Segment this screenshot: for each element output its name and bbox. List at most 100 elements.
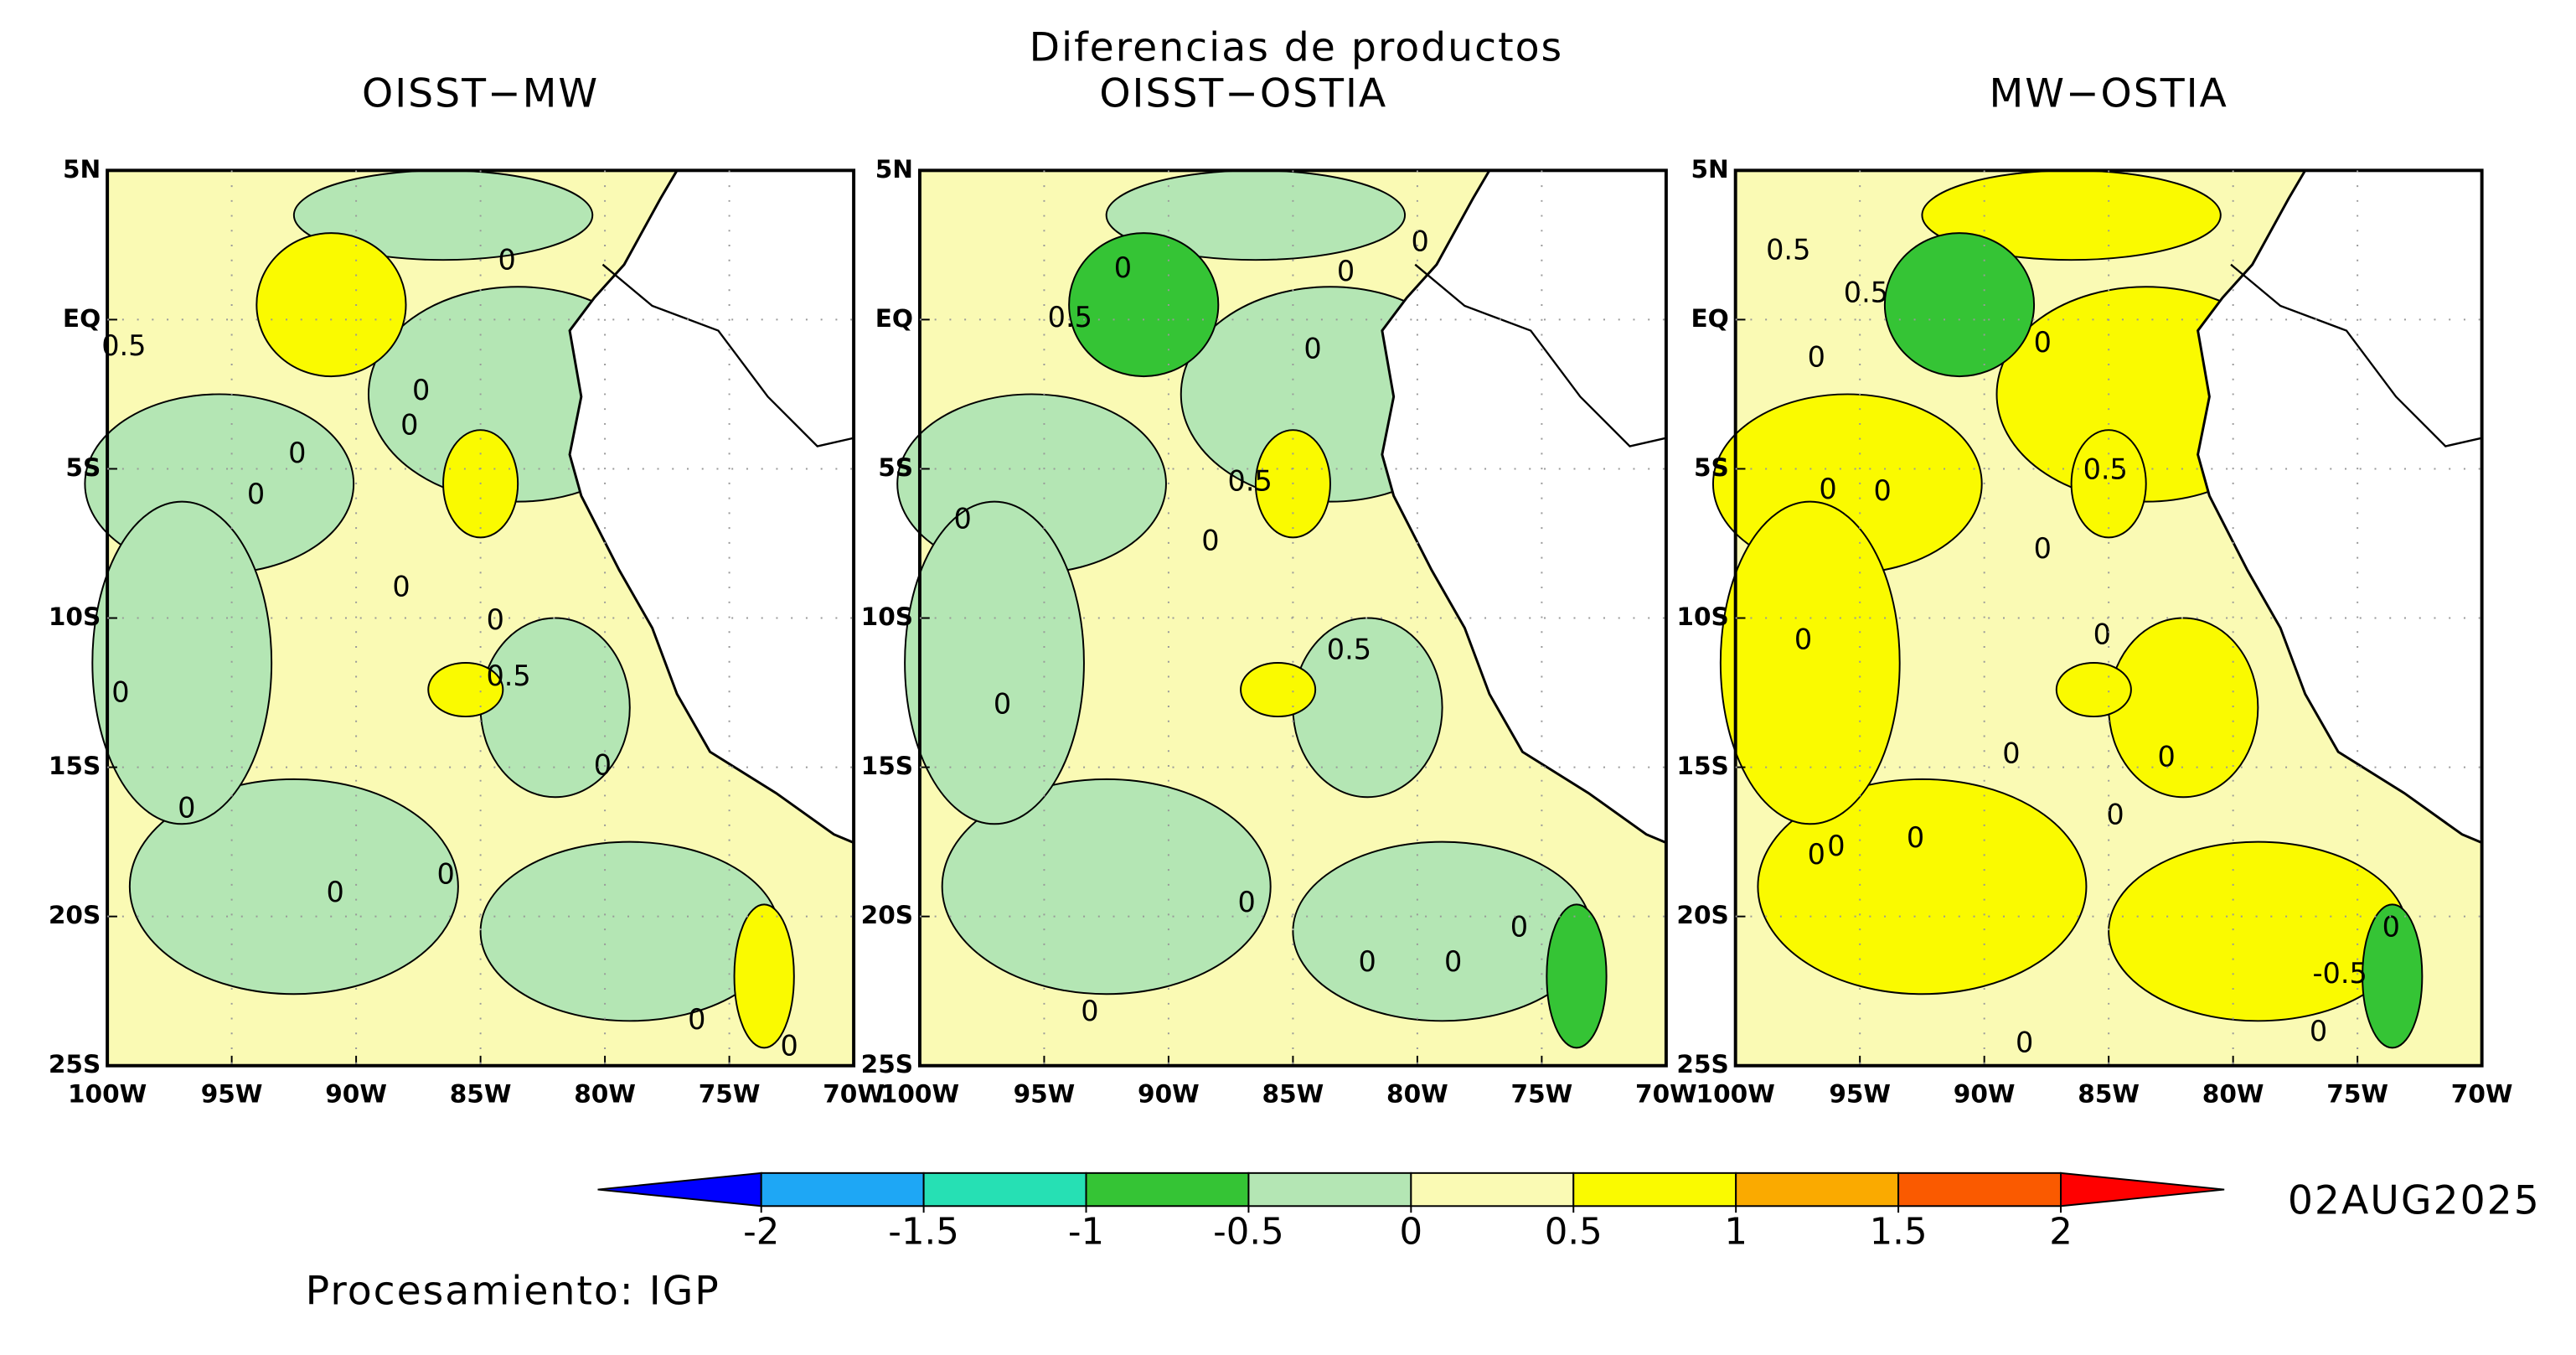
contour-label: 0.5 <box>1048 301 1092 334</box>
contour-label: 0.5 <box>2083 453 2128 486</box>
y-tick-label: EQ <box>63 304 101 333</box>
colorbar-box <box>922 1171 1087 1208</box>
colorbar-box <box>1897 1171 2062 1208</box>
y-tick-label: 20S <box>49 901 101 929</box>
contour-label: 0 <box>111 676 129 709</box>
contour-label: 0 <box>594 748 612 781</box>
colorbar-tick-label: 1.5 <box>1870 1211 1928 1253</box>
x-tick-label: 75W <box>1511 1080 1573 1109</box>
contour-label: -0.5 <box>2312 957 2367 990</box>
y-tick-label: 5S <box>1694 453 1729 482</box>
field-patch <box>904 500 1085 825</box>
y-tick-label: 25S <box>49 1050 101 1078</box>
contour-label: 0 <box>1907 821 1924 854</box>
field-patch <box>479 840 780 1022</box>
y-tick-label: EQ <box>875 304 913 333</box>
y-tick-label: 15S <box>49 752 101 780</box>
contour-label: 0.5 <box>1327 633 1371 665</box>
contour-label: 0 <box>1303 333 1321 365</box>
y-tick-label: 25S <box>861 1050 913 1078</box>
field-patch <box>427 661 504 718</box>
x-tick-label: 95W <box>1829 1080 1891 1109</box>
contour-label: 0.5 <box>1844 277 1888 309</box>
contour-label: 0 <box>2034 326 2052 359</box>
credit: Procesamiento: IGP <box>306 1269 720 1315</box>
x-tick-label: 70W <box>823 1080 885 1109</box>
field-patch <box>1546 903 1608 1049</box>
y-tick-label: 5S <box>878 453 913 482</box>
x-tick-label: 100W <box>1696 1080 1775 1109</box>
x-tick-label: 90W <box>1954 1080 2016 1109</box>
x-tick-label: 95W <box>201 1080 263 1109</box>
y-tick-label: 20S <box>861 901 913 929</box>
x-tick-label: 80W <box>2202 1080 2264 1109</box>
colorbar-tick-label: -1 <box>1068 1211 1104 1253</box>
x-tick-label: 90W <box>325 1080 387 1109</box>
contour-label: 0.5 <box>486 659 530 692</box>
x-tick-label: 70W <box>2451 1080 2513 1109</box>
field-patch <box>941 778 1272 996</box>
panel-title: OISST−MW <box>362 71 599 117</box>
date: 02AUG2025 <box>2288 1177 2541 1223</box>
field-patch <box>1240 661 1317 718</box>
y-tick-label: 5N <box>875 155 913 184</box>
contour-label: 0 <box>326 876 343 908</box>
x-tick-label: 85W <box>2078 1080 2140 1109</box>
contour-label: 0 <box>1412 225 1429 258</box>
contour-label: 0 <box>2310 1015 2327 1047</box>
colorbar-tick-label: 0 <box>1400 1211 1423 1253</box>
contour-label: 0 <box>2016 1027 2033 1059</box>
field-patch <box>1068 232 1220 378</box>
colorbar-tick-label: -0.5 <box>1213 1211 1284 1253</box>
contour-label: 0 <box>1358 945 1376 978</box>
field-patch <box>2055 661 2132 718</box>
field-patch <box>2108 840 2408 1022</box>
field-patch <box>1883 232 2036 378</box>
land <box>1381 170 1666 1066</box>
field-patch <box>1719 500 1901 825</box>
field-patch <box>733 903 795 1049</box>
y-tick-label: 5N <box>63 155 101 184</box>
contour-label: 0 <box>1337 255 1355 287</box>
colorbar-over <box>2060 1171 2225 1208</box>
field-patch <box>1292 840 1593 1022</box>
colorbar-box <box>1410 1171 1575 1208</box>
panel-title: OISST−OSTIA <box>1099 71 1387 117</box>
contour-label: 0 <box>1114 251 1132 284</box>
contour-label: 0 <box>1510 911 1528 944</box>
colorbar-tick-label: 2 <box>2049 1211 2073 1253</box>
x-tick-label: 80W <box>1386 1080 1448 1109</box>
colorbar-box <box>760 1171 925 1208</box>
coastline <box>1381 169 1667 844</box>
contour-label: 0.5 <box>101 329 146 362</box>
colorbar-under <box>597 1171 762 1208</box>
contour-label: 0 <box>487 603 504 636</box>
field-patch <box>2362 903 2424 1049</box>
contour-label: 0 <box>1819 473 1836 505</box>
x-tick-label: 100W <box>68 1080 147 1109</box>
x-tick-label: 85W <box>450 1080 512 1109</box>
colorbar-tick-label: 1 <box>1724 1211 1747 1253</box>
colorbar-box <box>1735 1171 1900 1208</box>
colorbar-box <box>1572 1171 1737 1208</box>
contour-label: 0 <box>994 688 1011 721</box>
x-tick-label: 80W <box>574 1080 636 1109</box>
contour-label: 0 <box>400 408 418 441</box>
contour-label: 0 <box>954 503 972 535</box>
land <box>570 170 854 1066</box>
colorbar-box <box>1085 1171 1250 1208</box>
y-tick-label: 5S <box>65 453 101 482</box>
x-tick-label: 75W <box>2326 1080 2388 1109</box>
field-patch <box>256 232 407 378</box>
contour-label: 0 <box>1873 474 1891 507</box>
x-tick-label: 95W <box>1014 1080 1076 1109</box>
map-panel: OISST−OSTIA 0.5 0 0 0 0 0.5 0 0 0.5 0 0 0 0 0 0 100W 95W 9… <box>861 71 1697 1109</box>
figure-title: Diferencias de productos <box>1030 24 1564 70</box>
y-tick-label: 10S <box>1676 603 1728 631</box>
coastline <box>2197 169 2483 844</box>
y-tick-label: 5N <box>1691 155 1729 184</box>
border <box>1414 263 1667 447</box>
